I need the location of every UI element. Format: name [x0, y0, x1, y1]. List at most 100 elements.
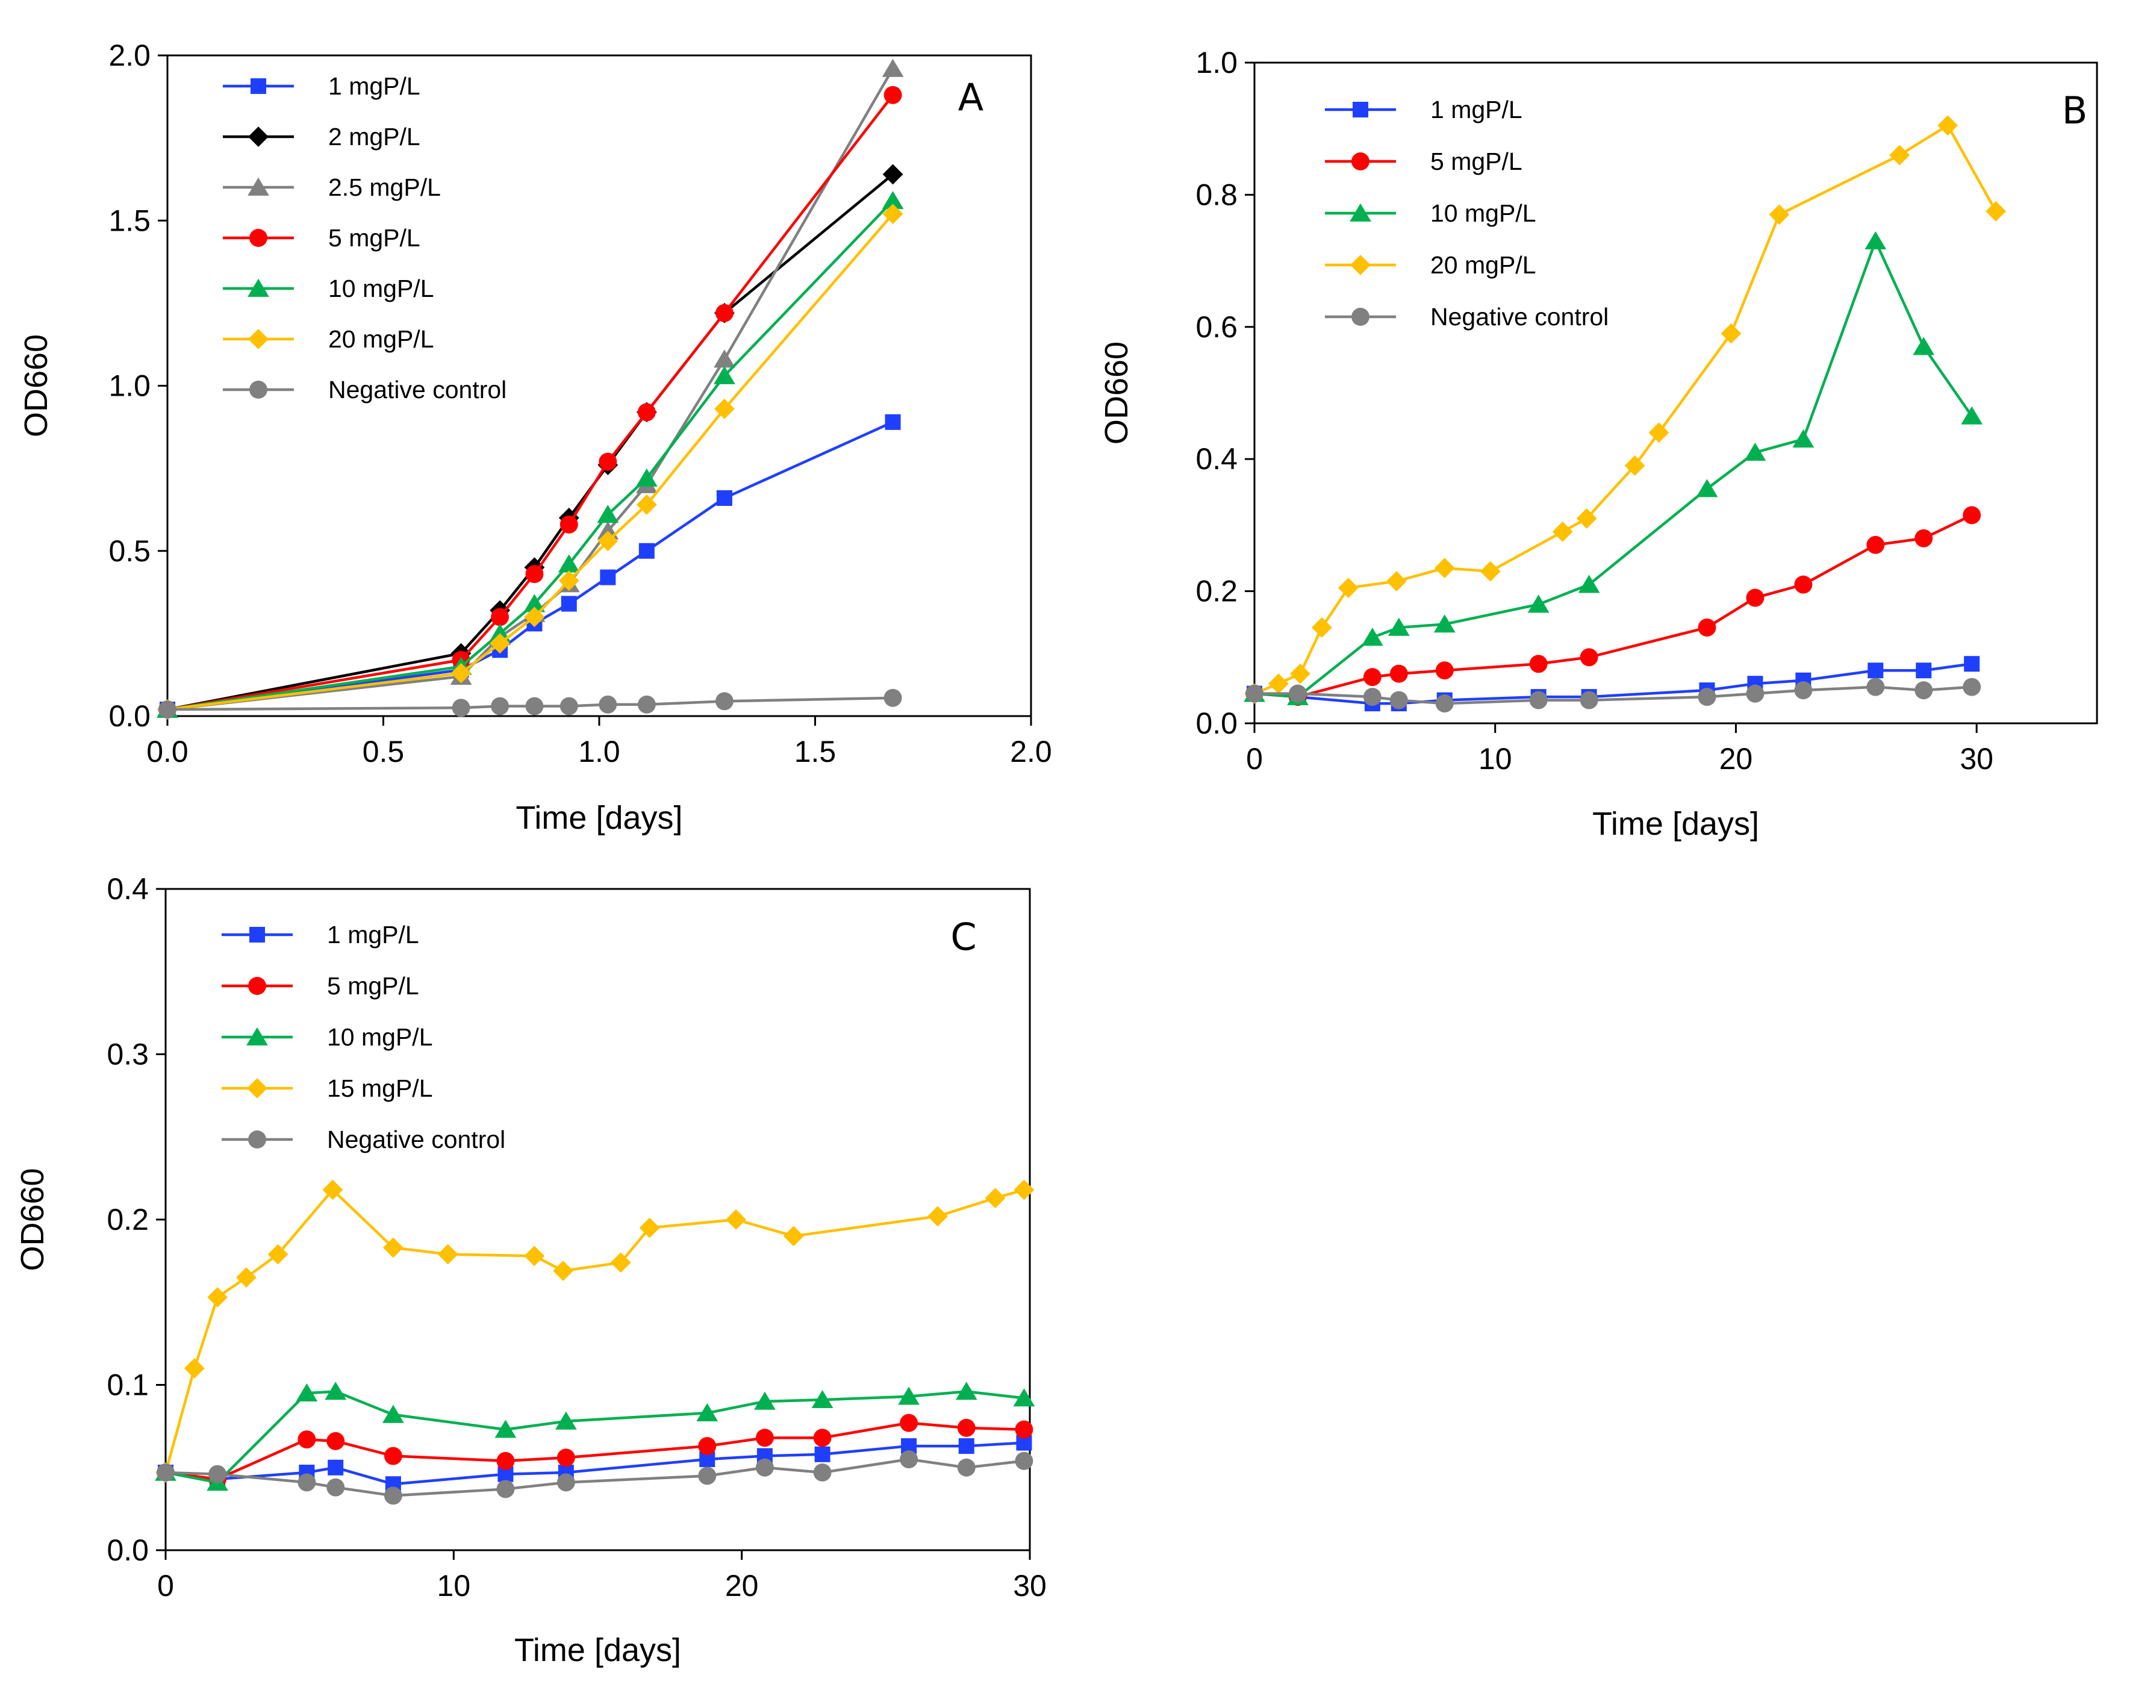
data-point: [184, 1358, 205, 1379]
legend-marker: [249, 229, 267, 247]
data-point: [716, 490, 732, 506]
y-tick-label: 0.2: [1195, 575, 1238, 608]
data-point: [1386, 571, 1407, 592]
data-point: [556, 1473, 575, 1492]
data-point: [1744, 442, 1766, 461]
data-point: [900, 1450, 918, 1468]
legend-label: 5 mgP/L: [327, 972, 419, 1000]
data-point: [1363, 668, 1382, 687]
data-point: [559, 697, 578, 715]
data-point: [157, 1463, 175, 1482]
data-point: [382, 1404, 404, 1423]
data-point: [1624, 455, 1645, 476]
data-point: [1527, 594, 1550, 613]
y-tick-label: 1.5: [108, 204, 151, 237]
data-point: [1889, 145, 1910, 166]
data-point: [1961, 406, 1983, 425]
x-axis-label: Time [days]: [516, 800, 682, 836]
legend-marker: [1353, 102, 1368, 117]
data-point: [715, 304, 734, 322]
data-point: [1721, 323, 1742, 344]
data-point: [1866, 535, 1885, 554]
data-point: [1937, 115, 1958, 136]
plot-frame: [164, 888, 1031, 1551]
data-point: [813, 1463, 832, 1482]
x-tick-label: 0: [1246, 742, 1263, 776]
data-point: [558, 554, 580, 573]
legend-marker: [249, 927, 265, 943]
data-point: [755, 1458, 774, 1477]
y-tick-label: 0.0: [108, 699, 151, 733]
data-point: [1769, 204, 1790, 225]
data-point: [882, 204, 903, 225]
data-point: [1434, 558, 1455, 579]
data-point: [883, 86, 902, 104]
data-point: [1312, 617, 1332, 638]
data-point: [384, 1447, 402, 1465]
panel-label: C: [950, 915, 976, 959]
y-tick-label: 0.0: [107, 1533, 149, 1567]
data-point: [754, 1391, 776, 1410]
data-point: [325, 1382, 347, 1400]
x-tick-label: 10: [437, 1569, 471, 1603]
data-point: [556, 1448, 575, 1467]
data-point: [811, 1389, 833, 1409]
data-point: [1915, 681, 1933, 700]
data-point: [1338, 578, 1359, 599]
data-point: [296, 1383, 318, 1402]
y-tick-label: 0.4: [107, 872, 149, 906]
y-tick-label: 0.8: [1195, 178, 1238, 211]
data-point: [207, 1287, 228, 1307]
data-point: [1580, 648, 1598, 667]
data-point: [599, 452, 617, 471]
series-line: [167, 199, 894, 711]
x-axis-label: Time [days]: [1592, 806, 1759, 842]
legend-label: 20 mgP/L: [1430, 251, 1536, 279]
legend-marker: [248, 177, 269, 196]
y-tick-label: 0.2: [107, 1203, 149, 1236]
data-point: [326, 1478, 345, 1497]
data-point: [1964, 656, 1980, 672]
x-axis-label: Time [days]: [514, 1632, 681, 1668]
series-line: [1254, 123, 1998, 695]
panel-label: A: [958, 75, 983, 119]
legend-label: 5 mgP/L: [328, 224, 420, 252]
data-point: [452, 699, 470, 717]
x-tick-label: 0.0: [146, 735, 188, 768]
legend-marker: [1350, 203, 1371, 222]
data-point: [1580, 691, 1598, 709]
legend-marker: [248, 329, 269, 349]
data-point: [638, 543, 655, 559]
x-tick-label: 10: [1478, 742, 1512, 776]
series-line: [164, 1188, 1025, 1473]
series-line: [1254, 514, 1973, 699]
y-tick-label: 1.0: [1195, 46, 1238, 79]
data-point: [1435, 694, 1454, 713]
data-point: [885, 414, 901, 430]
legend-marker: [248, 977, 266, 995]
data-point: [450, 662, 472, 684]
data-point: [489, 623, 511, 642]
data-point: [1696, 479, 1718, 497]
data-point: [637, 403, 656, 422]
series-line: [165, 1457, 1024, 1497]
data-point: [491, 697, 509, 715]
data-point: [958, 1438, 974, 1454]
y-tick-label: 0.3: [107, 1038, 149, 1071]
legend-label: 15 mgP/L: [327, 1074, 433, 1102]
data-point: [1014, 1179, 1035, 1200]
legend-label: 2 mgP/L: [328, 123, 420, 151]
data-point: [558, 570, 579, 591]
data-point: [1698, 688, 1716, 706]
data-point: [1915, 529, 1933, 547]
data-point: [898, 1386, 920, 1405]
data-point: [957, 1418, 976, 1437]
y-axis-label: OD660: [14, 1168, 51, 1271]
legend-marker: [248, 278, 269, 297]
data-point: [927, 1206, 948, 1227]
legend-label: Negative control: [328, 376, 506, 404]
chart-panel-c: 0.0 0.1 0.2 0.3 0.4 0 10 20 30 Time [days] OD660 C 1…: [14, 872, 1047, 1668]
data-point: [1913, 337, 1935, 355]
data-point: [814, 1446, 830, 1462]
